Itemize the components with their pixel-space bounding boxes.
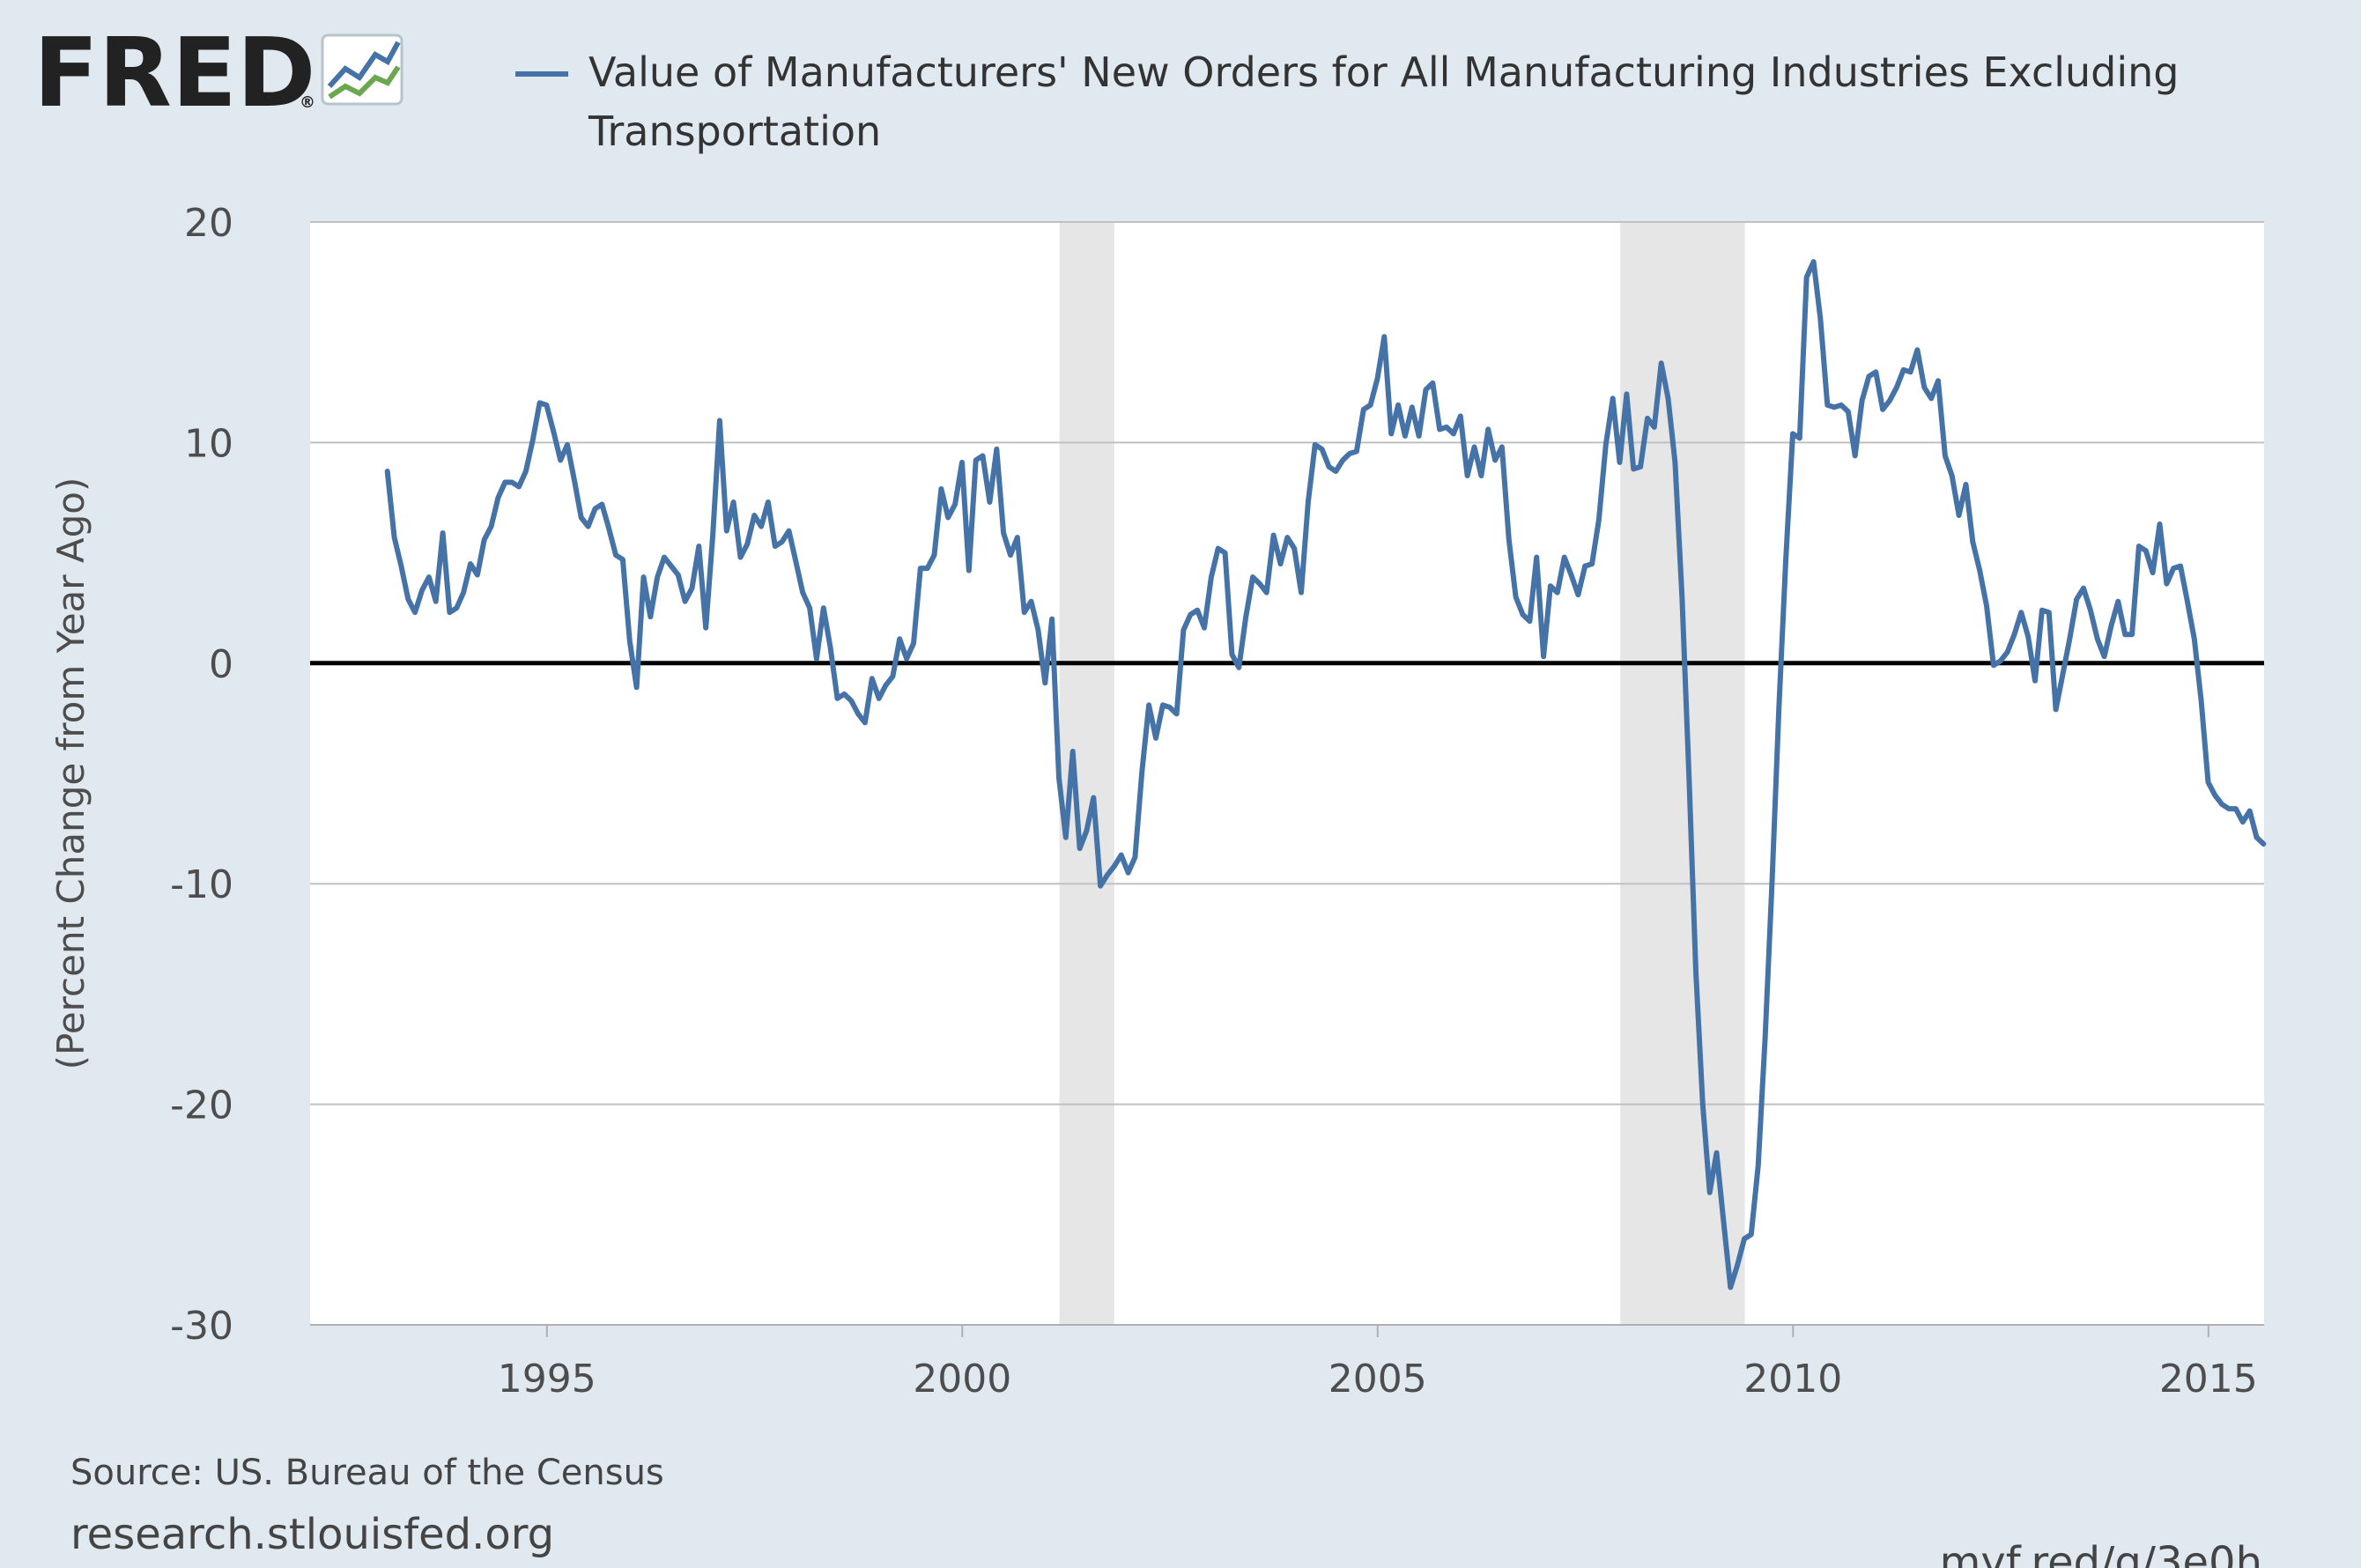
series-layer: [384, 259, 2267, 1291]
y-tick-label: -30: [170, 1304, 233, 1349]
legend-label-line-1: Value of Manufacturers' New Orders for A…: [588, 48, 2180, 96]
y-tick-label: 20: [184, 201, 233, 246]
source-text: Source: US. Bureau of the Census: [70, 1453, 664, 1493]
y-tick-label: -20: [170, 1084, 233, 1128]
plot-area: [310, 222, 2264, 1325]
fred-logo[interactable]: FRED ®: [33, 18, 403, 129]
legend-label-line-2: Transportation: [588, 107, 881, 155]
logo-reg-mark: ®: [300, 93, 315, 112]
x-tick-label: 2005: [1329, 1357, 1427, 1402]
x-tick-label: 2000: [913, 1357, 1011, 1402]
y-axis-label: (Percent Change from Year Ago): [49, 477, 93, 1070]
y-tick-label: -10: [170, 862, 233, 907]
recession-band-2: [1620, 222, 1745, 1325]
recession-band-1: [1059, 222, 1114, 1325]
fred-line-graph-icon: [321, 33, 403, 106]
x-axis-ticks: 1995 2000 2005 2010 2015: [310, 1324, 2264, 1402]
series-line-1: [384, 259, 2267, 1291]
site-link[interactable]: research.stlouisfed.org: [70, 1510, 554, 1559]
legend-label: Value of Manufacturers' New Orders for A…: [588, 48, 2192, 155]
logo-text: FRED: [33, 18, 315, 129]
x-tick-label: 2010: [1743, 1357, 1842, 1402]
y-tick-label: 10: [184, 421, 233, 466]
short-url-link[interactable]: myf.red/g/3e0h: [1940, 1538, 2262, 1568]
y-tick-label: 0: [209, 642, 233, 687]
x-tick-label: 2015: [2159, 1357, 2258, 1402]
x-tick-label: 1995: [498, 1357, 596, 1402]
legend: Value of Manufacturers' New Orders for A…: [515, 48, 2192, 155]
y-axis-ticks: 20 10 0 -10 -20 -30: [170, 201, 233, 1349]
